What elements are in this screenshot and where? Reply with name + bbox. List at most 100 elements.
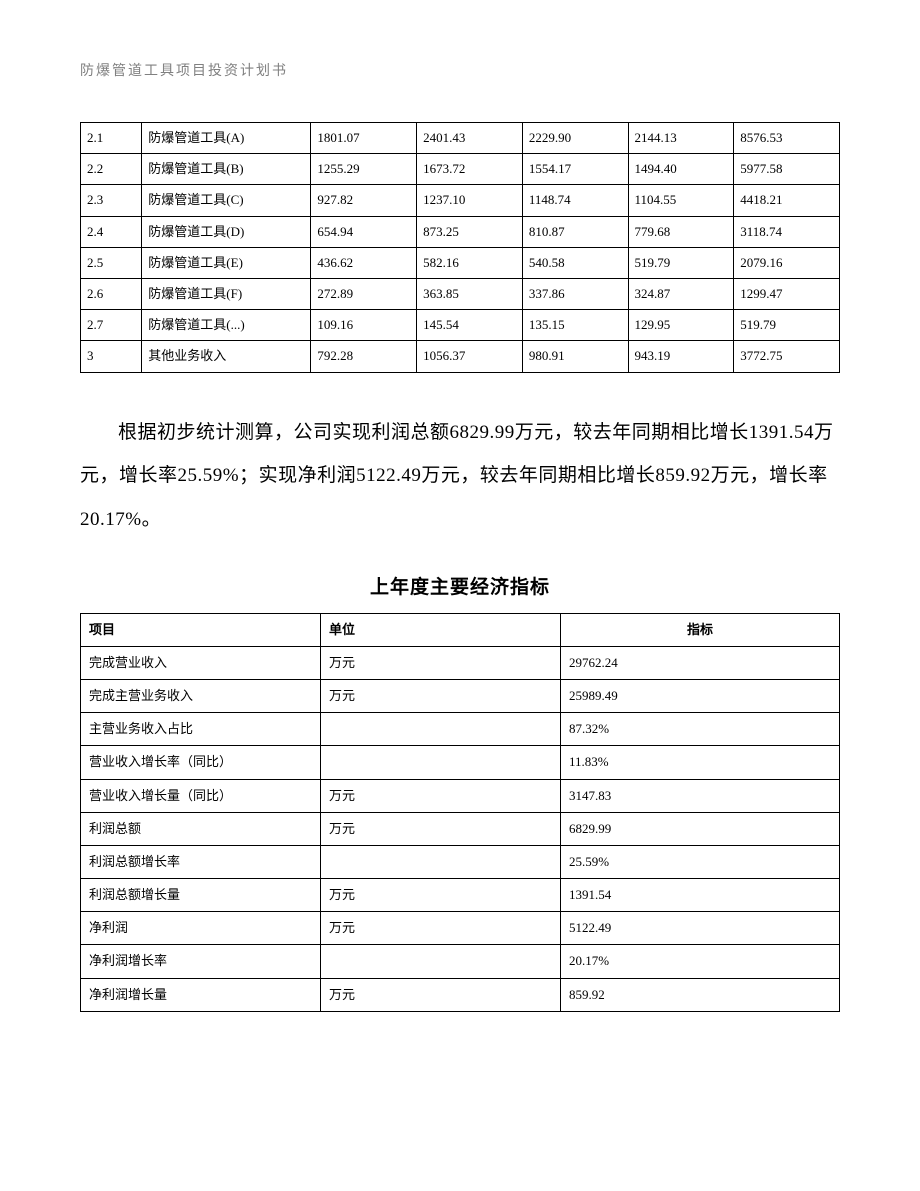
table-row: 完成营业收入 万元 29762.24 xyxy=(81,646,840,679)
cell-v3: 810.87 xyxy=(522,216,628,247)
cell-idx: 2.7 xyxy=(81,310,142,341)
cell-value: 87.32% xyxy=(561,713,840,746)
cell-value: 11.83% xyxy=(561,746,840,779)
cell-v4: 943.19 xyxy=(628,341,734,372)
cell-item: 完成营业收入 xyxy=(81,646,321,679)
cell-unit xyxy=(321,713,561,746)
table-row: 3 其他业务收入 792.28 1056.37 980.91 943.19 37… xyxy=(81,341,840,372)
cell-item: 营业收入增长率（同比） xyxy=(81,746,321,779)
cell-v4: 324.87 xyxy=(628,278,734,309)
cell-name: 防爆管道工具(D) xyxy=(142,216,311,247)
cell-sum: 519.79 xyxy=(734,310,840,341)
cell-unit: 万元 xyxy=(321,978,561,1011)
table-row: 2.4 防爆管道工具(D) 654.94 873.25 810.87 779.6… xyxy=(81,216,840,247)
table-row: 主营业务收入占比 87.32% xyxy=(81,713,840,746)
cell-unit: 万元 xyxy=(321,679,561,712)
cell-idx: 2.6 xyxy=(81,278,142,309)
cell-v4: 2144.13 xyxy=(628,123,734,154)
cell-v1: 792.28 xyxy=(311,341,417,372)
cell-v3: 1148.74 xyxy=(522,185,628,216)
cell-idx: 3 xyxy=(81,341,142,372)
table-row: 营业收入增长量（同比） 万元 3147.83 xyxy=(81,779,840,812)
cell-v2: 1237.10 xyxy=(417,185,523,216)
product-revenue-tbody: 2.1 防爆管道工具(A) 1801.07 2401.43 2229.90 21… xyxy=(81,123,840,373)
cell-value: 1391.54 xyxy=(561,879,840,912)
cell-v1: 1801.07 xyxy=(311,123,417,154)
table-row: 净利润 万元 5122.49 xyxy=(81,912,840,945)
table-header-row: 项目 单位 指标 xyxy=(81,613,840,646)
table-row: 2.6 防爆管道工具(F) 272.89 363.85 337.86 324.8… xyxy=(81,278,840,309)
cell-unit xyxy=(321,845,561,878)
table-row: 完成主营业务收入 万元 25989.49 xyxy=(81,679,840,712)
cell-sum: 2079.16 xyxy=(734,247,840,278)
cell-value: 25.59% xyxy=(561,845,840,878)
cell-v2: 1673.72 xyxy=(417,154,523,185)
cell-v2: 873.25 xyxy=(417,216,523,247)
cell-v4: 779.68 xyxy=(628,216,734,247)
cell-name: 防爆管道工具(C) xyxy=(142,185,311,216)
cell-unit xyxy=(321,945,561,978)
cell-name: 防爆管道工具(A) xyxy=(142,123,311,154)
cell-item: 营业收入增长量（同比） xyxy=(81,779,321,812)
table-row: 2.3 防爆管道工具(C) 927.82 1237.10 1148.74 110… xyxy=(81,185,840,216)
cell-v2: 2401.43 xyxy=(417,123,523,154)
cell-item: 净利润增长率 xyxy=(81,945,321,978)
cell-v3: 1554.17 xyxy=(522,154,628,185)
cell-v4: 1104.55 xyxy=(628,185,734,216)
col-item-header: 项目 xyxy=(81,613,321,646)
table-row: 净利润增长率 20.17% xyxy=(81,945,840,978)
col-value-header: 指标 xyxy=(561,613,840,646)
table-row: 利润总额 万元 6829.99 xyxy=(81,812,840,845)
cell-v1: 436.62 xyxy=(311,247,417,278)
cell-name: 防爆管道工具(F) xyxy=(142,278,311,309)
cell-item: 完成主营业务收入 xyxy=(81,679,321,712)
cell-unit: 万元 xyxy=(321,912,561,945)
cell-name: 防爆管道工具(...) xyxy=(142,310,311,341)
cell-sum: 1299.47 xyxy=(734,278,840,309)
cell-v3: 980.91 xyxy=(522,341,628,372)
cell-sum: 3772.75 xyxy=(734,341,840,372)
cell-value: 25989.49 xyxy=(561,679,840,712)
document-page: 防爆管道工具项目投资计划书 2.1 防爆管道工具(A) 1801.07 2401… xyxy=(0,0,920,1072)
cell-unit: 万元 xyxy=(321,812,561,845)
table-row: 2.7 防爆管道工具(...) 109.16 145.54 135.15 129… xyxy=(81,310,840,341)
cell-v2: 1056.37 xyxy=(417,341,523,372)
cell-item: 净利润增长量 xyxy=(81,978,321,1011)
cell-v1: 1255.29 xyxy=(311,154,417,185)
cell-v2: 582.16 xyxy=(417,247,523,278)
cell-unit xyxy=(321,746,561,779)
cell-item: 净利润 xyxy=(81,912,321,945)
cell-sum: 3118.74 xyxy=(734,216,840,247)
section-title: 上年度主要经济指标 xyxy=(80,572,840,599)
cell-name: 防爆管道工具(B) xyxy=(142,154,311,185)
table-row: 利润总额增长率 25.59% xyxy=(81,845,840,878)
cell-v2: 363.85 xyxy=(417,278,523,309)
table-row: 净利润增长量 万元 859.92 xyxy=(81,978,840,1011)
cell-value: 5122.49 xyxy=(561,912,840,945)
table-row: 2.5 防爆管道工具(E) 436.62 582.16 540.58 519.7… xyxy=(81,247,840,278)
page-running-header: 防爆管道工具项目投资计划书 xyxy=(80,60,840,80)
col-unit-header: 单位 xyxy=(321,613,561,646)
cell-value: 6829.99 xyxy=(561,812,840,845)
cell-v3: 337.86 xyxy=(522,278,628,309)
cell-idx: 2.1 xyxy=(81,123,142,154)
cell-v4: 1494.40 xyxy=(628,154,734,185)
cell-name: 其他业务收入 xyxy=(142,341,311,372)
cell-v1: 109.16 xyxy=(311,310,417,341)
indicators-table: 项目 单位 指标 完成营业收入 万元 29762.24 完成主营业务收入 万元 … xyxy=(80,613,840,1012)
cell-v3: 540.58 xyxy=(522,247,628,278)
cell-sum: 5977.58 xyxy=(734,154,840,185)
cell-name: 防爆管道工具(E) xyxy=(142,247,311,278)
cell-idx: 2.2 xyxy=(81,154,142,185)
table-row: 2.1 防爆管道工具(A) 1801.07 2401.43 2229.90 21… xyxy=(81,123,840,154)
cell-item: 主营业务收入占比 xyxy=(81,713,321,746)
cell-unit: 万元 xyxy=(321,779,561,812)
table-row: 利润总额增长量 万元 1391.54 xyxy=(81,879,840,912)
cell-value: 859.92 xyxy=(561,978,840,1011)
cell-v2: 145.54 xyxy=(417,310,523,341)
cell-sum: 8576.53 xyxy=(734,123,840,154)
table-row: 2.2 防爆管道工具(B) 1255.29 1673.72 1554.17 14… xyxy=(81,154,840,185)
table-row: 营业收入增长率（同比） 11.83% xyxy=(81,746,840,779)
cell-v4: 519.79 xyxy=(628,247,734,278)
cell-idx: 2.4 xyxy=(81,216,142,247)
